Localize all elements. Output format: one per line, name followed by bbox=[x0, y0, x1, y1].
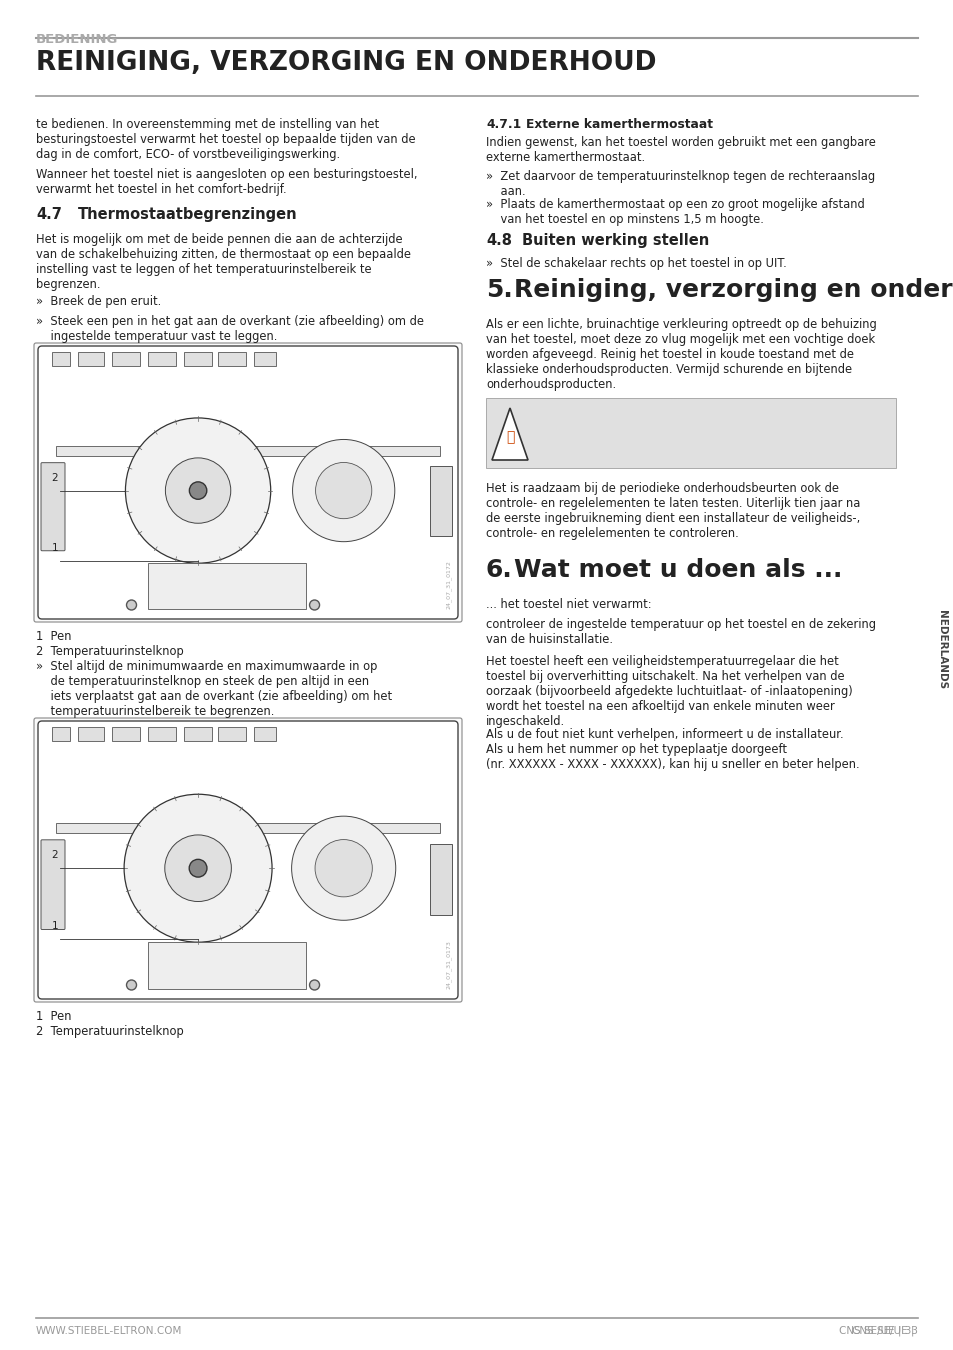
Text: 4.7.1: 4.7.1 bbox=[485, 117, 520, 131]
Text: 1  Pen
2  Temperatuurinstelknop: 1 Pen 2 Temperatuurinstelknop bbox=[36, 630, 184, 657]
FancyBboxPatch shape bbox=[41, 463, 65, 551]
Text: Het is mogelijk om met de beide pennen die aan de achterzijde
van de schakelbehu: Het is mogelijk om met de beide pennen d… bbox=[36, 234, 411, 292]
Text: CNS SE/UE | 33: CNS SE/UE | 33 bbox=[838, 1326, 917, 1336]
FancyBboxPatch shape bbox=[38, 721, 457, 999]
Bar bbox=[56, 446, 439, 455]
Text: CNS SE/UE |: CNS SE/UE | bbox=[851, 1326, 917, 1336]
Text: Reiniging, verzorging en onderhoud: Reiniging, verzorging en onderhoud bbox=[514, 278, 953, 302]
Bar bbox=[253, 728, 275, 741]
Circle shape bbox=[315, 463, 372, 518]
Circle shape bbox=[165, 834, 232, 902]
Bar bbox=[112, 728, 140, 741]
Text: Het is raadzaam bij de periodieke onderhoudsbeurten ook de
controle- en regelele: Het is raadzaam bij de periodieke onderh… bbox=[485, 482, 860, 540]
Circle shape bbox=[189, 860, 207, 878]
Circle shape bbox=[314, 840, 372, 896]
Bar bbox=[56, 822, 439, 833]
Bar bbox=[112, 352, 140, 366]
FancyBboxPatch shape bbox=[34, 718, 461, 1002]
Text: Buiten werking stellen: Buiten werking stellen bbox=[521, 234, 708, 248]
Bar bbox=[430, 466, 452, 536]
Bar bbox=[78, 728, 104, 741]
Circle shape bbox=[292, 817, 395, 921]
Circle shape bbox=[309, 599, 319, 610]
Text: 4.7: 4.7 bbox=[36, 207, 62, 221]
Circle shape bbox=[293, 440, 395, 541]
Text: OPGELET voor brand: OPGELET voor brand bbox=[534, 409, 662, 418]
Text: 5.: 5. bbox=[485, 278, 512, 302]
Bar bbox=[148, 942, 306, 990]
Text: REINIGING, VERZORGING EN ONDERHOUD: REINIGING, VERZORGING EN ONDERHOUD bbox=[36, 50, 656, 76]
Circle shape bbox=[125, 418, 271, 563]
Circle shape bbox=[127, 980, 136, 990]
Text: Wanneer het toestel niet is aangesloten op een besturingstoestel,
verwarmt het t: Wanneer het toestel niet is aangesloten … bbox=[36, 167, 417, 196]
Text: 2: 2 bbox=[51, 472, 58, 482]
Text: 24_07_31_0172: 24_07_31_0172 bbox=[446, 560, 452, 609]
Text: 24_07_31_0173: 24_07_31_0173 bbox=[446, 940, 452, 990]
Circle shape bbox=[189, 482, 207, 500]
Bar bbox=[430, 844, 452, 915]
Text: 2: 2 bbox=[51, 850, 58, 860]
Text: »  Stel altijd de minimumwaarde en maximumwaarde in op
    de temperatuurinstelk: » Stel altijd de minimumwaarde en maximu… bbox=[36, 660, 392, 718]
Text: »  Stel de schakelaar rechts op het toestel in op UIT.: » Stel de schakelaar rechts op het toest… bbox=[485, 256, 786, 270]
Text: Let erop dat er geen vocht binnendringt in het toestel.: Let erop dat er geen vocht binnendringt … bbox=[534, 437, 876, 447]
Text: 🔥: 🔥 bbox=[505, 431, 514, 444]
Text: Spuit geen reinigingsspray in de luchtspleten.: Spuit geen reinigingsspray in de luchtsp… bbox=[534, 423, 821, 433]
Text: »  Plaats de kamerthermostaat op een zo groot mogelijke afstand
    van het toes: » Plaats de kamerthermostaat op een zo g… bbox=[485, 198, 863, 225]
Text: »  Breek de pen eruit.: » Breek de pen eruit. bbox=[36, 296, 161, 308]
FancyBboxPatch shape bbox=[41, 840, 65, 930]
Text: »  Zet daarvoor de temperatuurinstelknop tegen de rechteraanslag
    aan.: » Zet daarvoor de temperatuurinstelknop … bbox=[485, 170, 874, 198]
Text: BEDIENING: BEDIENING bbox=[36, 32, 118, 46]
Bar bbox=[148, 728, 175, 741]
Bar bbox=[148, 352, 175, 366]
Bar bbox=[184, 352, 212, 366]
Bar bbox=[218, 352, 246, 366]
Bar bbox=[253, 352, 275, 366]
Text: te bedienen. In overeenstemming met de instelling van het
besturingstoestel verw: te bedienen. In overeenstemming met de i… bbox=[36, 117, 416, 161]
Text: ... het toestel niet verwarmt:: ... het toestel niet verwarmt: bbox=[485, 598, 651, 612]
Text: Indien gewenst, kan het toestel worden gebruikt met een gangbare
externe kamerth: Indien gewenst, kan het toestel worden g… bbox=[485, 136, 875, 163]
Text: Externe kamerthermostaat: Externe kamerthermostaat bbox=[525, 117, 712, 131]
Text: Wat moet u doen als ...: Wat moet u doen als ... bbox=[514, 558, 841, 582]
Text: 1: 1 bbox=[51, 922, 58, 931]
Text: 6.: 6. bbox=[485, 558, 512, 582]
Text: controleer de ingestelde temperatuur op het toestel en de zekering
van de huisin: controleer de ingestelde temperatuur op … bbox=[485, 618, 875, 647]
Text: WWW.STIEBEL-ELTRON.COM: WWW.STIEBEL-ELTRON.COM bbox=[36, 1326, 182, 1336]
Circle shape bbox=[127, 599, 136, 610]
Text: Als er een lichte, bruinachtige verkleuring optreedt op de behuizing
van het toe: Als er een lichte, bruinachtige verkleur… bbox=[485, 319, 876, 391]
Text: Het toestel heeft een veiligheidstemperatuurregelaar die het
toestel bij overver: Het toestel heeft een veiligheidstempera… bbox=[485, 655, 852, 728]
Bar bbox=[485, 398, 895, 468]
Text: 4.8: 4.8 bbox=[485, 234, 512, 248]
Bar bbox=[78, 352, 104, 366]
Text: Als u de fout niet kunt verhelpen, informeert u de installateur.
Als u hem het n: Als u de fout niet kunt verhelpen, infor… bbox=[485, 728, 859, 771]
FancyBboxPatch shape bbox=[38, 346, 457, 620]
Text: 1: 1 bbox=[51, 543, 58, 552]
Bar bbox=[184, 728, 212, 741]
Bar bbox=[52, 352, 70, 366]
Circle shape bbox=[165, 458, 231, 524]
Text: »  Steek een pen in het gat aan de overkant (zie afbeelding) om de
    ingesteld: » Steek een pen in het gat aan de overka… bbox=[36, 315, 423, 343]
Circle shape bbox=[124, 794, 272, 942]
Polygon shape bbox=[492, 408, 527, 460]
Circle shape bbox=[309, 980, 319, 990]
Bar bbox=[218, 728, 246, 741]
Bar bbox=[148, 563, 306, 609]
Text: 1  Pen
2  Temperatuurinstelknop: 1 Pen 2 Temperatuurinstelknop bbox=[36, 1010, 184, 1038]
Text: Thermostaatbegrenzingen: Thermostaatbegrenzingen bbox=[78, 207, 297, 221]
Text: NEDERLANDS: NEDERLANDS bbox=[936, 610, 946, 690]
Bar bbox=[52, 728, 70, 741]
FancyBboxPatch shape bbox=[34, 343, 461, 622]
